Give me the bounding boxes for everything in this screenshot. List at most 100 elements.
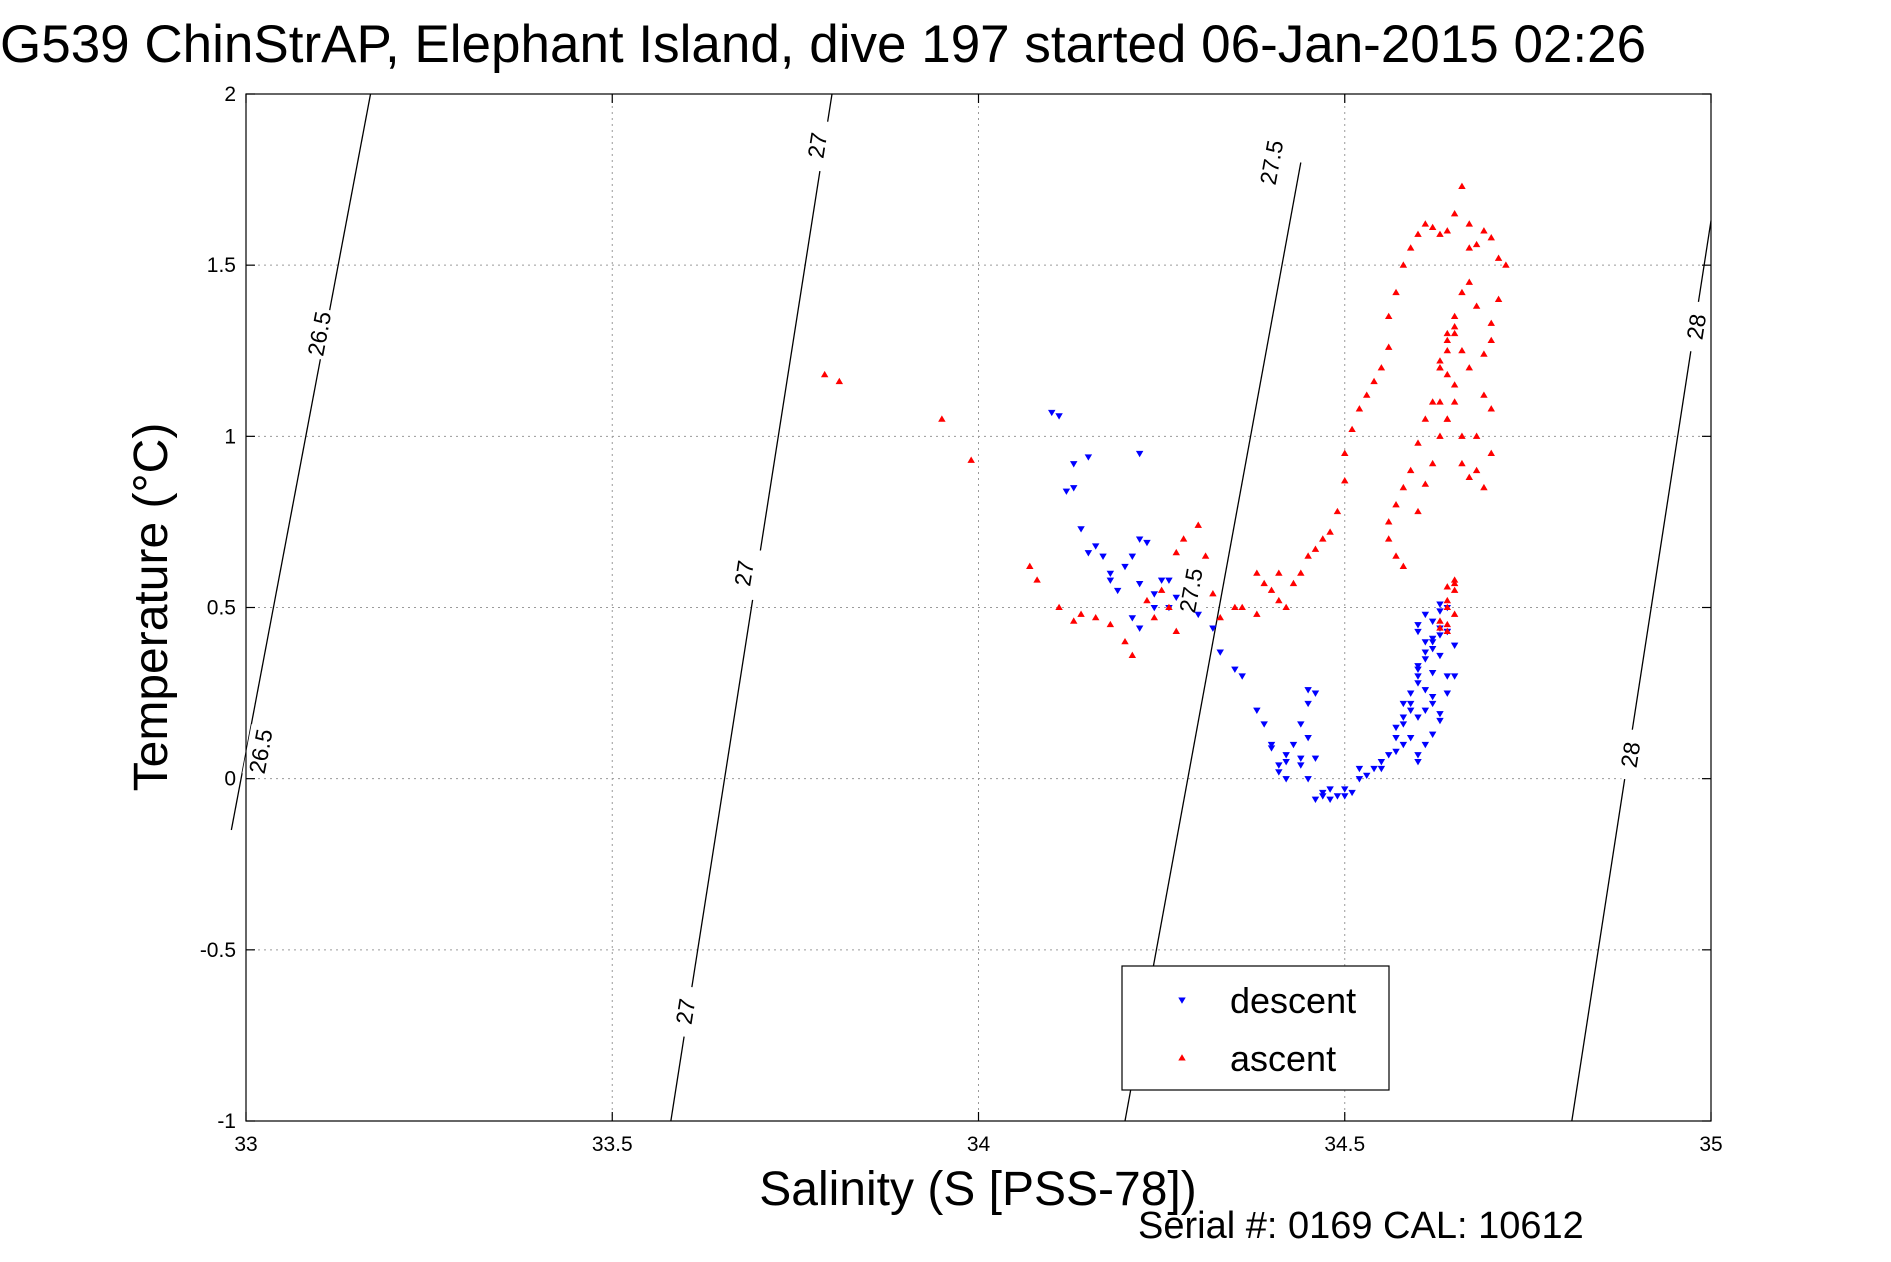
descent-point <box>1399 714 1408 721</box>
ascent-point <box>1436 624 1444 631</box>
contour-label: 27 <box>729 559 759 588</box>
descent-point <box>1436 652 1444 660</box>
descent-point <box>1319 793 1327 800</box>
ascent-point <box>1341 449 1349 456</box>
descent-point <box>1436 608 1444 615</box>
x-axis-label: Salinity (S [PSS-78]) <box>759 1163 1196 1216</box>
y-tick-label: -1 <box>217 1110 236 1133</box>
legend: descent ascent <box>1121 965 1390 1091</box>
descent-point <box>1392 735 1400 742</box>
descent-point <box>1370 765 1378 773</box>
ascent-point <box>1077 610 1085 617</box>
ascent-point <box>1399 483 1408 491</box>
ascent-point <box>1319 535 1327 542</box>
x-tick-label: 34.5 <box>1324 1133 1365 1156</box>
ascent-point <box>1450 586 1459 593</box>
descent-point <box>1436 711 1444 718</box>
ascent-point <box>1443 627 1452 635</box>
ascent-point <box>1502 261 1510 268</box>
descent-point <box>1428 700 1437 708</box>
ascent-point <box>1472 240 1481 248</box>
ascent-point <box>1055 603 1063 611</box>
y-tick-label: 0.5 <box>207 597 236 620</box>
ascent-point <box>1487 319 1495 326</box>
y-tick-label: -0.5 <box>200 939 236 962</box>
descent-point <box>1135 625 1144 632</box>
descent-point <box>1070 485 1078 492</box>
ascent-point <box>1289 579 1298 587</box>
descent-point <box>1406 735 1415 742</box>
contour-label-bg <box>242 724 280 779</box>
ascent-point <box>1436 364 1444 371</box>
ascent-point <box>1282 603 1290 611</box>
ascent-point <box>1026 562 1034 569</box>
ascent-point <box>1370 377 1378 385</box>
ascent-point <box>1487 405 1495 412</box>
ascent-point <box>1414 439 1422 446</box>
descent-point <box>1128 615 1137 622</box>
descent-point <box>1311 796 1320 803</box>
ascent-point <box>1465 364 1473 371</box>
ascent-point <box>1450 610 1459 617</box>
descent-point <box>1135 580 1144 588</box>
descent-point <box>1384 752 1393 759</box>
isopycnal-line-27.5 <box>1124 162 1302 1122</box>
ascent-point <box>1165 603 1173 611</box>
descent-point <box>1348 789 1356 797</box>
ascent-point <box>1253 569 1261 576</box>
ascent-point <box>1436 617 1444 624</box>
descent-series <box>1048 409 1459 803</box>
descent-point <box>1450 642 1459 649</box>
descent-point <box>1297 755 1305 762</box>
y-axis-label: Temperature (°C) <box>125 423 178 792</box>
descent-point <box>1406 700 1415 708</box>
y-axis-ticks: -1 -0.5 0 0.5 1 1.5 2 <box>200 83 1711 1133</box>
ascent-point <box>1450 312 1459 320</box>
ascent-point <box>1443 583 1452 590</box>
ascent-point <box>1458 459 1466 467</box>
contour-label-bg <box>1253 135 1290 190</box>
descent-point <box>1319 789 1327 797</box>
y-tick-label: 1.5 <box>207 254 236 277</box>
ascent-point <box>1443 336 1452 344</box>
ascent-point <box>1450 329 1459 337</box>
x-tick-label: 33.5 <box>592 1133 633 1156</box>
descent-point <box>1113 587 1122 595</box>
descent-point <box>1428 618 1437 625</box>
descent-point <box>1282 759 1290 766</box>
ascent-point <box>1406 244 1415 251</box>
ascent-point <box>1443 370 1452 378</box>
descent-point <box>1399 700 1408 708</box>
descent-point <box>1377 759 1386 766</box>
y-tick-label: 1 <box>224 425 236 448</box>
descent-point <box>1099 553 1107 560</box>
ascent-point <box>1326 528 1334 535</box>
ascent-point <box>1157 586 1166 593</box>
ascent-point <box>1472 466 1481 474</box>
descent-point <box>1414 680 1422 687</box>
ascent-point <box>1091 613 1100 621</box>
descent-point <box>1143 539 1151 547</box>
ascent-point <box>1494 295 1503 302</box>
serial-cal-footnote: Serial #: 0169 CAL: 10612 <box>1138 1205 1584 1247</box>
ascent-point <box>1436 398 1444 405</box>
ascent-point <box>1231 603 1239 611</box>
descent-point <box>1377 765 1386 773</box>
descent-point <box>1414 666 1422 673</box>
descent-point <box>1209 625 1217 632</box>
ascent-point <box>1494 254 1503 261</box>
descent-point <box>1238 673 1246 680</box>
ascent-point <box>1450 381 1459 388</box>
ascent-point <box>1384 312 1393 320</box>
ascent-point <box>1275 569 1283 576</box>
ascent-point <box>1201 552 1210 559</box>
descent-point <box>1304 776 1312 783</box>
chart-title: G539 ChinStrAP, Elephant Island, dive 19… <box>0 15 1646 74</box>
descent-point <box>1304 700 1312 708</box>
legend-label-descent: descent <box>1230 980 1356 1021</box>
ascent-point <box>1436 432 1444 439</box>
descent-point <box>1399 741 1408 749</box>
ascent-point <box>1443 227 1452 234</box>
descent-point <box>1392 724 1400 732</box>
y-tick-label: 2 <box>224 83 236 106</box>
